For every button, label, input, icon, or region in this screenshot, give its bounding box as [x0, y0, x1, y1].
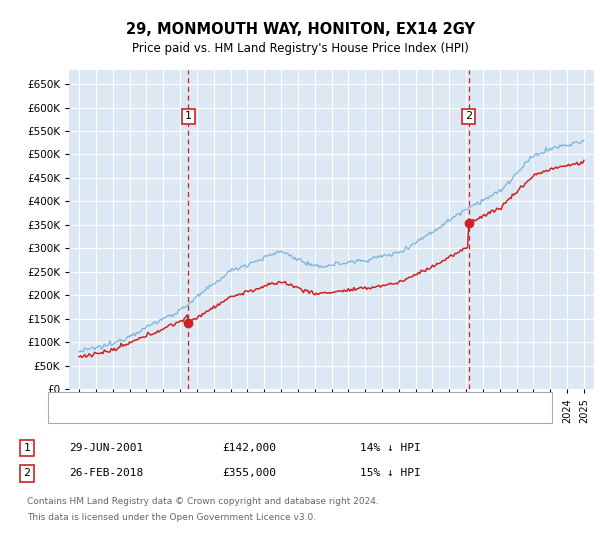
Text: Contains HM Land Registry data © Crown copyright and database right 2024.: Contains HM Land Registry data © Crown c…	[27, 497, 379, 506]
Text: ─────: ─────	[59, 411, 92, 421]
Text: 15% ↓ HPI: 15% ↓ HPI	[360, 468, 421, 478]
Text: ─────: ─────	[59, 395, 92, 405]
Text: 1: 1	[185, 111, 192, 122]
Text: £355,000: £355,000	[222, 468, 276, 478]
Text: 29-JUN-2001: 29-JUN-2001	[69, 443, 143, 453]
Text: 14% ↓ HPI: 14% ↓ HPI	[360, 443, 421, 453]
Text: This data is licensed under the Open Government Licence v3.0.: This data is licensed under the Open Gov…	[27, 514, 316, 522]
Text: 2: 2	[23, 468, 31, 478]
Text: 1: 1	[23, 443, 31, 453]
Text: £142,000: £142,000	[222, 443, 276, 453]
Text: Price paid vs. HM Land Registry's House Price Index (HPI): Price paid vs. HM Land Registry's House …	[131, 42, 469, 55]
Text: HPI: Average price, detached house, East Devon: HPI: Average price, detached house, East…	[93, 411, 345, 421]
Text: 29, MONMOUTH WAY, HONITON, EX14 2GY (detached house): 29, MONMOUTH WAY, HONITON, EX14 2GY (det…	[93, 395, 410, 405]
Text: 26-FEB-2018: 26-FEB-2018	[69, 468, 143, 478]
Text: 29, MONMOUTH WAY, HONITON, EX14 2GY: 29, MONMOUTH WAY, HONITON, EX14 2GY	[125, 22, 475, 38]
Text: 2: 2	[465, 111, 472, 122]
